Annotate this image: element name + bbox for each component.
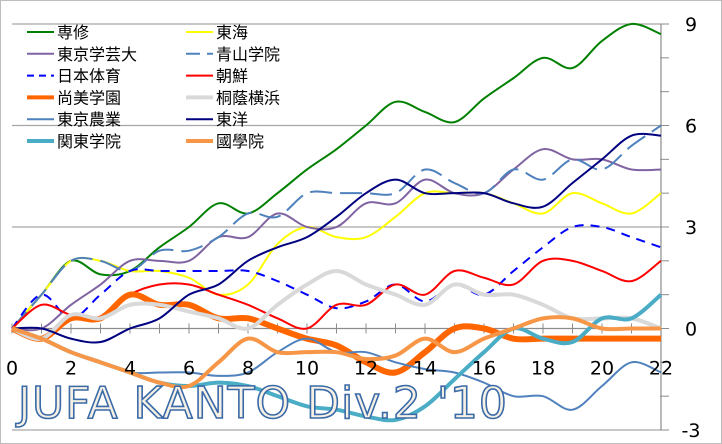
legend-item: 東京学芸大 [27,45,137,64]
x-tick-label: 6 [183,358,195,380]
x-tick-label: 16 [472,358,496,380]
x-tick-label: 4 [124,358,136,380]
legend-label: 東京農業 [57,110,121,129]
series-line-1 [11,22,662,330]
x-tick-label: 2 [65,358,77,380]
x-tick-label: 22 [649,358,673,380]
legend-item: 朝鮮 [186,67,248,86]
series-line-5 [11,224,662,330]
x-tick-label: 20 [590,358,614,380]
x-tick-label: 14 [413,358,437,380]
series-lines [10,22,663,423]
legend-label: 朝鮮 [216,67,248,86]
series-line-2 [11,190,662,330]
legend-item: 関東学院 [27,132,121,151]
legend-label: 東海 [216,23,248,42]
legend-item: 桐蔭横浜 [186,88,280,107]
series-line-12 [11,315,661,390]
legend-item: 東京農業 [27,110,121,129]
chart-title: JUFA KANTO Div.2 '10 [15,378,508,429]
x-tick-label: 18 [531,358,555,380]
legend-label: 関東学院 [57,132,121,151]
y-tick-label: 6 [685,116,697,138]
legend-label: 専修 [57,23,89,42]
legend-item: 東海 [186,23,248,42]
x-tick-labels: 0 2 4 6 8 10 12 14 16 18 20 22 [6,358,673,380]
series-line-8 [11,268,662,341]
gridlines [12,23,661,431]
legend-item: 青山学院 [186,45,280,64]
x-tick-label: 12 [354,358,378,380]
y-tick-label: 9 [685,14,697,36]
legend-label: 日本体育 [57,67,121,86]
legend-item: 尚美学園 [27,88,121,107]
legend-label: 桐蔭横浜 [216,88,280,107]
legend-label: 東京学芸大 [57,45,137,64]
x-tick-label: 8 [242,358,254,380]
legend-item: 日本体育 [27,67,121,86]
legend-label: 國學院 [216,132,264,151]
y-tick-label: 0 [685,319,697,341]
y-tick-label: 3 [685,217,697,239]
y-tick-label: -3 [682,420,701,442]
legend-label: 東洋 [216,110,248,129]
legend-label: 青山学院 [216,45,280,64]
legend-item: 國學院 [186,132,264,151]
x-tick-label: 10 [295,358,319,380]
series-line-10 [11,132,662,344]
series-line-7 [10,291,661,376]
series-line-3 [11,148,662,332]
x-tick-label: 0 [6,358,18,380]
y-tick-labels: 9 6 3 0 -3 [682,14,701,442]
legend-item: 東洋 [186,110,248,129]
legend-label: 尚美学園 [57,88,121,107]
legend-item: 専修 [27,23,89,42]
